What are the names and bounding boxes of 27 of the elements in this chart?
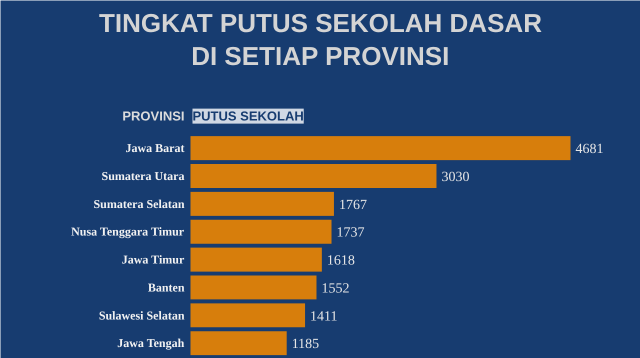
y-tick-label: Jawa Barat <box>126 141 185 156</box>
data-label: 4681 <box>576 142 604 158</box>
data-label: 1185 <box>292 337 320 352</box>
y-tick-label: Sumatera Selatan <box>94 196 185 211</box>
y-tick-label: Jawa Timur <box>122 252 185 267</box>
bar <box>190 136 570 160</box>
data-label: 1552 <box>321 281 350 296</box>
data-label: 3030 <box>441 170 470 186</box>
data-label: 1767 <box>338 198 367 213</box>
bar <box>190 331 287 356</box>
bar <box>190 192 334 216</box>
y-tick-label: Sumatera Utara <box>102 169 185 184</box>
y-tick-label: Nusa Tenggara Timur <box>71 224 185 239</box>
chart-title: TINGKAT PUTUS SEKOLAH DASAR DI SETIAP PROVINSI <box>99 8 542 72</box>
bar <box>190 303 306 328</box>
data-label: 1737 <box>336 226 365 241</box>
bar <box>190 248 322 272</box>
data-label: 1411 <box>310 309 338 324</box>
bar <box>190 275 316 300</box>
data-label: 1618 <box>326 254 355 269</box>
x-axis-title: PUTUS SEKOLAH <box>192 108 304 124</box>
bar <box>190 164 436 188</box>
bar <box>190 220 332 244</box>
y-tick-label: Jawa Tengah <box>117 336 185 350</box>
y-axis-title: PROVINSI <box>122 108 184 124</box>
y-tick-label: Banten <box>148 280 185 294</box>
y-tick-label: Sulawesi Selatan <box>98 308 185 322</box>
